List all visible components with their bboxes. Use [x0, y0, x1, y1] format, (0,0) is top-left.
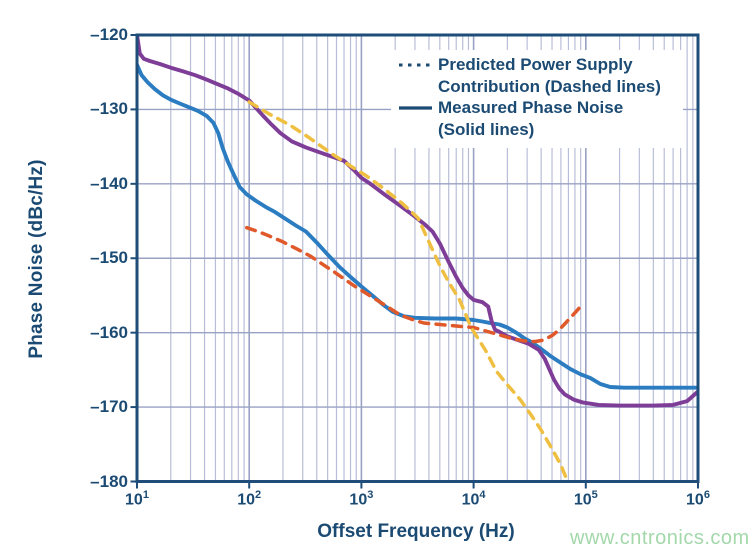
- y-axis-title: Phase Noise (dBc/Hz): [26, 159, 47, 359]
- y-tick-label: –180: [90, 471, 128, 491]
- series-measured-phase-noise-purple: [137, 35, 698, 408]
- x-tick-label: 106: [686, 489, 710, 509]
- solid-line-sample-icon: [391, 104, 438, 112]
- legend-label: Predicted Power Supply: [438, 55, 633, 74]
- x-tick-label: 103: [349, 489, 374, 509]
- series-predicted-power-supply-yellow: [247, 100, 570, 482]
- watermark: www.cntronics.com: [570, 527, 750, 549]
- series-predicted-power-supply-orange: [244, 225, 585, 344]
- legend: Predicted Power Supply Contribution (Das…: [391, 50, 683, 148]
- y-tick-label: –130: [90, 99, 128, 119]
- axis-frame: [135, 33, 700, 483]
- y-tick-label: –160: [90, 322, 128, 342]
- legend-label: Measured Phase Noise: [438, 98, 624, 117]
- legend-label: Contribution (Dashed lines): [438, 76, 661, 96]
- legend-label: (Solid lines): [438, 119, 535, 139]
- legend-item-measured: Measured Phase Noise: [391, 97, 683, 119]
- legend-item-predicted: Predicted Power Supply: [391, 54, 683, 76]
- y-tick-label: –140: [90, 173, 128, 193]
- legend-item-measured-line2: (Solid lines): [391, 119, 683, 141]
- series-measured-phase-noise-blue: [137, 62, 698, 390]
- y-tick-label: –150: [90, 248, 128, 268]
- x-tick-label: 102: [237, 489, 262, 509]
- x-tick-label: 101: [125, 489, 149, 509]
- y-tick-label: –120: [90, 25, 128, 44]
- x-tick-label: 104: [461, 489, 486, 509]
- x-axis-title: Offset Frequency (Hz): [317, 521, 515, 542]
- y-tick-label: –170: [90, 397, 128, 417]
- legend-item-predicted-line2: Contribution (Dashed lines): [391, 76, 683, 98]
- dashed-line-sample-icon: [391, 61, 438, 69]
- x-tick-label: 105: [573, 489, 598, 509]
